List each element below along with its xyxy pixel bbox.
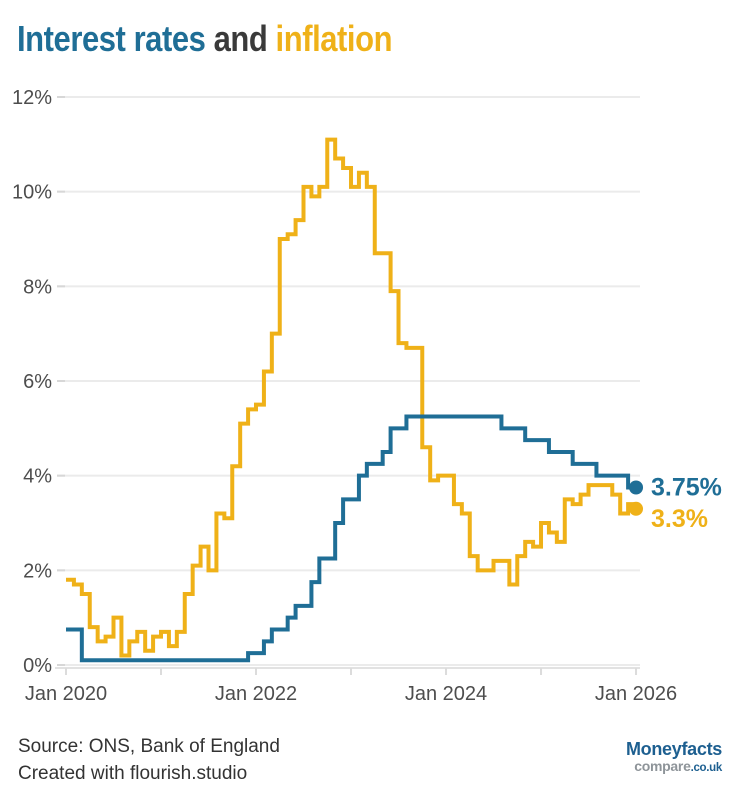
flourish-credit-link[interactable]: Created with flourish.studio xyxy=(18,763,248,784)
logo-moneyfacts-text: Moneyfacts xyxy=(625,739,722,759)
x-tick-label: Jan 2024 xyxy=(405,683,487,705)
series-line-interest-rates xyxy=(66,414,637,663)
source-note: Source: ONS, Bank of England xyxy=(18,736,280,757)
title-interest-rates: Interest rates xyxy=(17,18,206,59)
logo-compare-text: compare.co.uk xyxy=(626,759,722,775)
y-tick-label: 12% xyxy=(12,87,52,109)
x-tick-label: Jan 2022 xyxy=(215,683,297,705)
y-tick-label: 2% xyxy=(23,560,52,582)
moneyfacts-logo[interactable]: Moneyfacts compare.co.uk xyxy=(626,740,722,775)
series-line-inflation xyxy=(66,137,639,658)
logo-couk-word: .co.uk xyxy=(690,762,723,774)
logo-compare-word: compare xyxy=(634,758,691,774)
y-tick-label: 0% xyxy=(23,655,52,677)
chart-title: Interest rates and inflation xyxy=(17,18,392,60)
y-tick-label: 6% xyxy=(23,371,52,393)
series-end-label-inflation: 3.3% xyxy=(651,505,708,533)
title-inflation: inflation xyxy=(275,18,393,59)
y-tick-label: 10% xyxy=(12,182,52,204)
footer-note: Source: ONS, Bank of England Created wit… xyxy=(18,733,280,787)
title-and: and xyxy=(205,18,276,59)
series-end-dot-interest-rates xyxy=(629,480,644,495)
x-tick-label: Jan 2026 xyxy=(595,683,677,705)
series-end-dot-inflation xyxy=(629,501,644,516)
y-tick-label: 8% xyxy=(23,276,52,298)
x-tick-label: Jan 2020 xyxy=(25,683,107,705)
y-tick-label: 4% xyxy=(23,466,52,488)
series-end-label-interest-rates: 3.75% xyxy=(651,474,722,502)
